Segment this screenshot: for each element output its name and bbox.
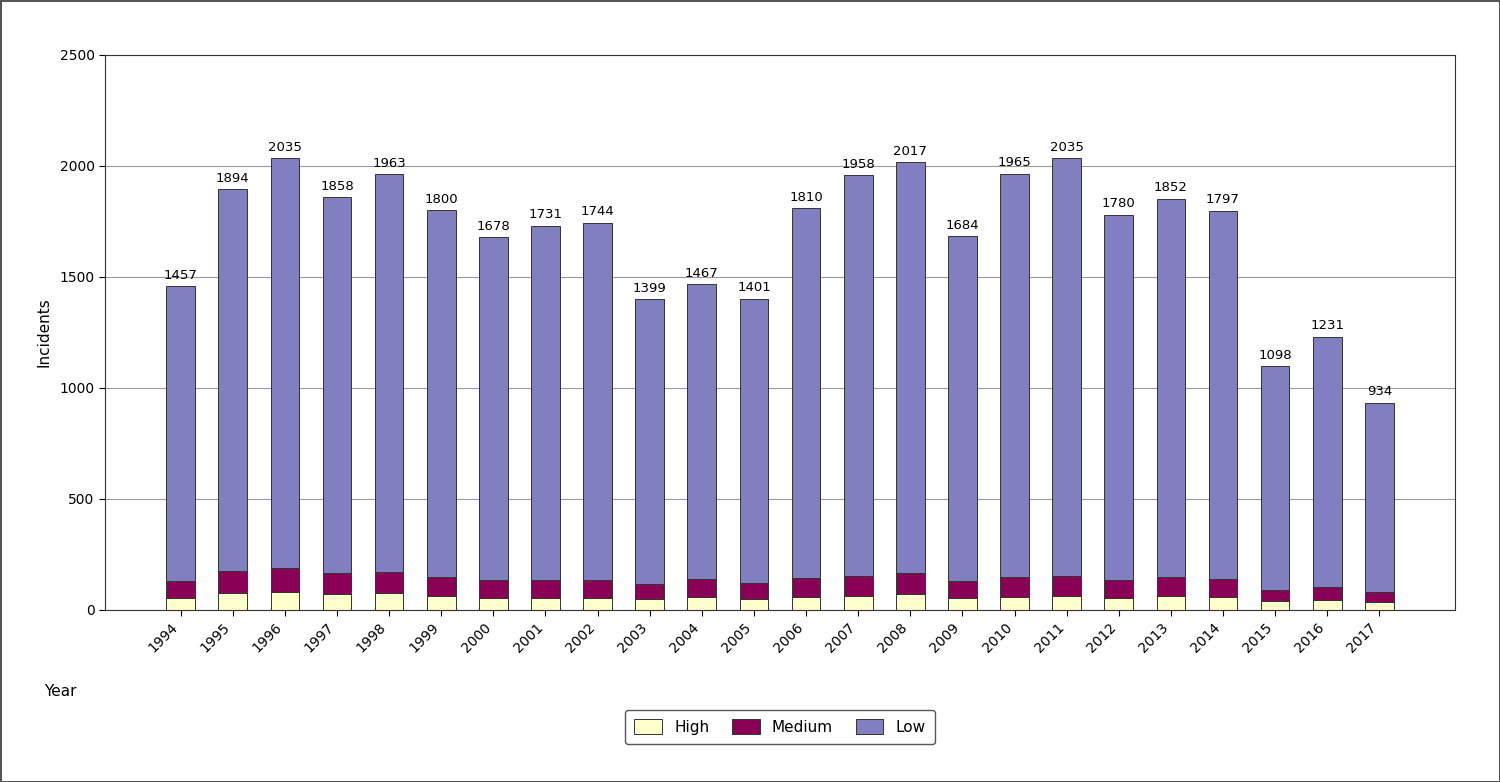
Bar — [1365, 592, 1394, 602]
Text: 1678: 1678 — [477, 220, 510, 233]
Text: 1800: 1800 — [424, 192, 458, 206]
Bar — [1053, 576, 1082, 596]
Bar — [1365, 602, 1394, 610]
Bar — [687, 579, 716, 597]
Bar — [219, 571, 248, 594]
Text: 1457: 1457 — [164, 269, 198, 282]
Bar — [687, 284, 716, 579]
Bar — [948, 236, 976, 581]
Bar — [270, 158, 300, 568]
Bar — [948, 581, 976, 597]
Bar — [792, 597, 820, 610]
Text: 1731: 1731 — [528, 208, 562, 221]
Bar — [1053, 596, 1082, 610]
Bar — [1000, 576, 1029, 597]
Bar — [1365, 403, 1394, 592]
Bar — [1156, 199, 1185, 576]
Bar — [270, 592, 300, 610]
Text: 1858: 1858 — [320, 180, 354, 193]
Bar — [792, 208, 820, 578]
Text: 1098: 1098 — [1258, 349, 1292, 361]
Bar — [375, 594, 404, 610]
Bar — [1260, 366, 1290, 590]
Text: Year: Year — [45, 684, 76, 699]
Bar — [531, 597, 560, 610]
Bar — [1209, 211, 1237, 579]
Bar — [740, 599, 768, 610]
Bar — [1260, 590, 1290, 601]
Bar — [636, 599, 664, 610]
Bar — [584, 580, 612, 597]
Bar — [1156, 576, 1185, 596]
Bar — [531, 225, 560, 580]
Text: 1401: 1401 — [736, 282, 771, 294]
Bar — [427, 576, 456, 596]
Text: 1797: 1797 — [1206, 193, 1240, 206]
Bar — [427, 210, 456, 576]
Bar — [584, 223, 612, 580]
Bar — [844, 576, 873, 596]
Bar — [636, 300, 664, 584]
Bar — [322, 573, 351, 594]
Text: 1399: 1399 — [633, 282, 666, 295]
Legend: High, Medium, Low: High, Medium, Low — [626, 709, 934, 744]
Bar — [375, 572, 404, 594]
Bar — [1312, 336, 1341, 587]
Text: 2017: 2017 — [894, 145, 927, 157]
Text: 1780: 1780 — [1102, 197, 1136, 210]
Bar — [478, 237, 507, 580]
Bar — [844, 596, 873, 610]
Bar — [375, 174, 404, 572]
Bar — [896, 594, 924, 610]
Bar — [166, 286, 195, 581]
Bar — [427, 596, 456, 610]
Bar — [1000, 174, 1029, 576]
Bar — [1053, 158, 1082, 576]
Bar — [219, 594, 248, 610]
Bar — [687, 597, 716, 610]
Bar — [478, 580, 507, 597]
Text: 1231: 1231 — [1310, 319, 1344, 332]
Bar — [1104, 597, 1132, 610]
Bar — [166, 597, 195, 610]
Bar — [1156, 596, 1185, 610]
Bar — [1000, 597, 1029, 610]
Text: 1894: 1894 — [216, 172, 249, 185]
Bar — [584, 597, 612, 610]
Bar — [478, 597, 507, 610]
Bar — [792, 578, 820, 597]
Bar — [1209, 579, 1237, 597]
Bar — [219, 189, 248, 571]
Text: 1810: 1810 — [789, 191, 824, 203]
Bar — [322, 197, 351, 573]
Text: 1963: 1963 — [372, 156, 406, 170]
Text: 2035: 2035 — [268, 141, 302, 153]
Bar — [1260, 601, 1290, 610]
Bar — [270, 568, 300, 592]
Text: 1744: 1744 — [580, 205, 615, 218]
Bar — [531, 580, 560, 597]
Bar — [1312, 600, 1341, 610]
Y-axis label: Incidents: Incidents — [36, 297, 51, 368]
Bar — [896, 573, 924, 594]
Bar — [896, 162, 924, 573]
Text: 2035: 2035 — [1050, 141, 1083, 153]
Bar — [1209, 597, 1237, 610]
Bar — [1312, 587, 1341, 600]
Bar — [1104, 214, 1132, 580]
Text: 934: 934 — [1366, 385, 1392, 398]
Bar — [636, 584, 664, 599]
Bar — [844, 175, 873, 576]
Bar — [740, 583, 768, 599]
Bar — [322, 594, 351, 610]
Text: 1684: 1684 — [945, 218, 980, 231]
Text: 1467: 1467 — [686, 267, 718, 280]
Bar — [1104, 580, 1132, 597]
Bar — [740, 299, 768, 583]
Bar — [948, 597, 976, 610]
Text: 1852: 1852 — [1154, 181, 1188, 194]
Text: 1958: 1958 — [842, 158, 874, 170]
Bar — [166, 581, 195, 597]
Text: 1965: 1965 — [998, 156, 1032, 169]
